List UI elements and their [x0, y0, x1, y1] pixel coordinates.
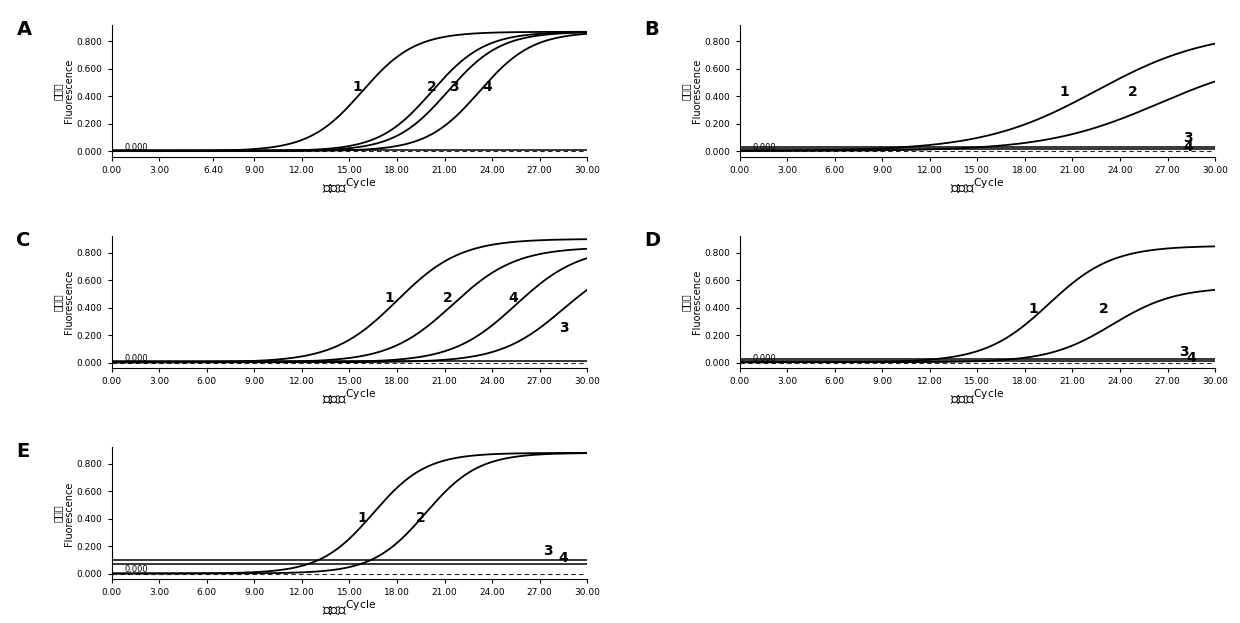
Text: 2: 2 [1100, 302, 1109, 316]
Text: 1: 1 [1060, 85, 1069, 100]
X-axis label: 循环数$^{\rm{Cycle}}$: 循环数$^{\rm{Cycle}}$ [950, 388, 1004, 407]
Text: 3: 3 [559, 321, 568, 335]
Text: 3: 3 [543, 545, 553, 558]
X-axis label: 循环数$^{\rm{Cycle}}$: 循环数$^{\rm{Cycle}}$ [322, 599, 377, 618]
Y-axis label: 荧光値
Fluorescence: 荧光値 Fluorescence [52, 270, 74, 335]
Text: 3: 3 [449, 80, 459, 94]
Text: 4: 4 [1187, 351, 1197, 365]
X-axis label: 循环数$^{\rm{Cycle}}$: 循环数$^{\rm{Cycle}}$ [950, 176, 1004, 196]
Text: 3: 3 [1183, 131, 1193, 146]
Text: 1: 1 [1028, 302, 1038, 316]
Text: 1: 1 [357, 511, 367, 525]
Text: 0.000: 0.000 [124, 565, 148, 574]
Text: A: A [16, 20, 31, 39]
Text: 2: 2 [415, 511, 425, 525]
Text: 0.000: 0.000 [124, 143, 148, 151]
Text: 4: 4 [559, 551, 568, 565]
Text: 0.000: 0.000 [124, 354, 148, 363]
Y-axis label: 荧光値
Fluorescence: 荧光値 Fluorescence [681, 59, 702, 123]
Y-axis label: 荧光値
Fluorescence: 荧光値 Fluorescence [52, 59, 74, 123]
Text: 2: 2 [443, 291, 453, 305]
Text: B: B [645, 20, 660, 39]
Text: 4: 4 [1183, 140, 1193, 154]
Text: D: D [645, 231, 661, 250]
Text: 0.000: 0.000 [753, 354, 776, 363]
Text: 2: 2 [1128, 85, 1137, 100]
Text: 4: 4 [508, 291, 517, 305]
Text: 2: 2 [427, 80, 436, 94]
Y-axis label: 荧光値
Fluorescence: 荧光値 Fluorescence [681, 270, 702, 335]
Text: E: E [16, 442, 30, 461]
X-axis label: 循环数$^{\rm{Cycle}}$: 循环数$^{\rm{Cycle}}$ [322, 176, 377, 196]
X-axis label: 循环数$^{\rm{Cycle}}$: 循环数$^{\rm{Cycle}}$ [322, 388, 377, 407]
Text: 1: 1 [384, 291, 394, 305]
Y-axis label: 荧光値
Fluorescence: 荧光値 Fluorescence [52, 481, 74, 546]
Text: 3: 3 [1179, 345, 1188, 359]
Text: 0.000: 0.000 [753, 143, 776, 151]
Text: 4: 4 [482, 80, 492, 94]
Text: C: C [16, 231, 31, 250]
Text: 1: 1 [352, 80, 362, 94]
